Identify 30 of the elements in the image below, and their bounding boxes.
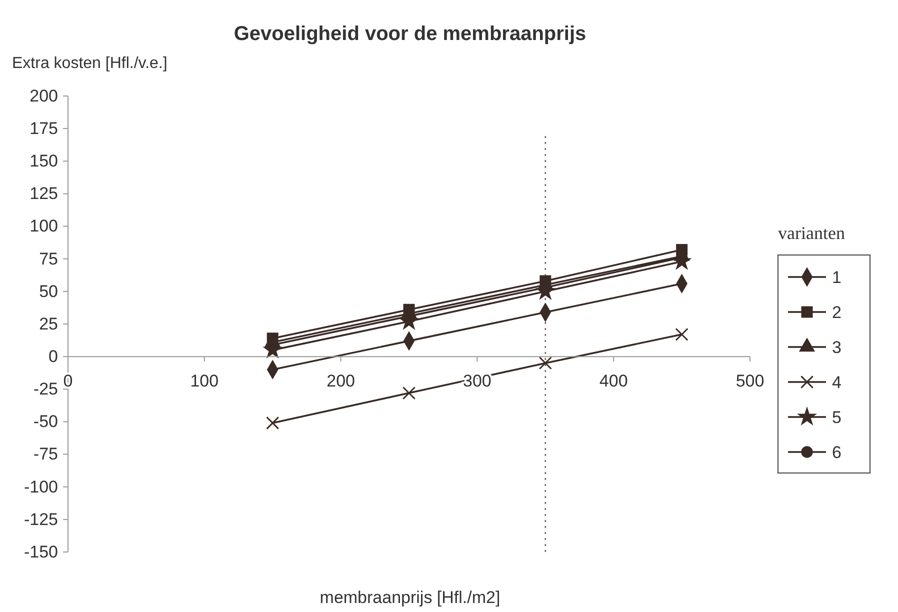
y-tick-label: -100 xyxy=(24,477,58,496)
y-tick-label: 0 xyxy=(48,347,58,366)
y-tick-label: -125 xyxy=(24,510,58,529)
y-tick-label: 150 xyxy=(30,152,58,171)
x-tick-label: 100 xyxy=(190,372,219,391)
legend-label: 1 xyxy=(832,268,842,287)
legend-label: 5 xyxy=(832,408,842,427)
x-tick-label: 500 xyxy=(736,372,764,391)
y-tick-label: -75 xyxy=(33,444,58,464)
y-tick-label: 100 xyxy=(30,216,58,236)
y-tick-label: 25 xyxy=(39,314,58,334)
y-tick-label: -25 xyxy=(33,380,58,399)
y-tick-label: 50 xyxy=(39,282,58,301)
legend-label: 6 xyxy=(832,443,842,462)
legend-label: 2 xyxy=(832,303,842,322)
legend-title: varianten xyxy=(778,223,845,243)
chart-title: Gevoeligheid voor de membraanprijs xyxy=(234,23,586,45)
y-tick-label: -150 xyxy=(24,542,58,562)
x-tick-label: 0 xyxy=(63,372,73,391)
y-tick-label: 75 xyxy=(39,249,58,268)
x-axis-title: membraanprijs [Hfl./m2] xyxy=(320,588,500,607)
y-tick-label: 125 xyxy=(30,184,58,204)
y-axis-title: Extra kosten [Hfl./v.e.] xyxy=(12,55,168,72)
y-tick-label: -50 xyxy=(33,412,58,432)
legend-label: 3 xyxy=(832,338,842,357)
y-tick-label: 175 xyxy=(30,119,58,138)
legend-label: 4 xyxy=(832,373,842,392)
x-tick-label: 200 xyxy=(326,372,355,391)
y-tick-label: 200 xyxy=(30,86,58,106)
x-tick-label: 400 xyxy=(599,372,628,391)
